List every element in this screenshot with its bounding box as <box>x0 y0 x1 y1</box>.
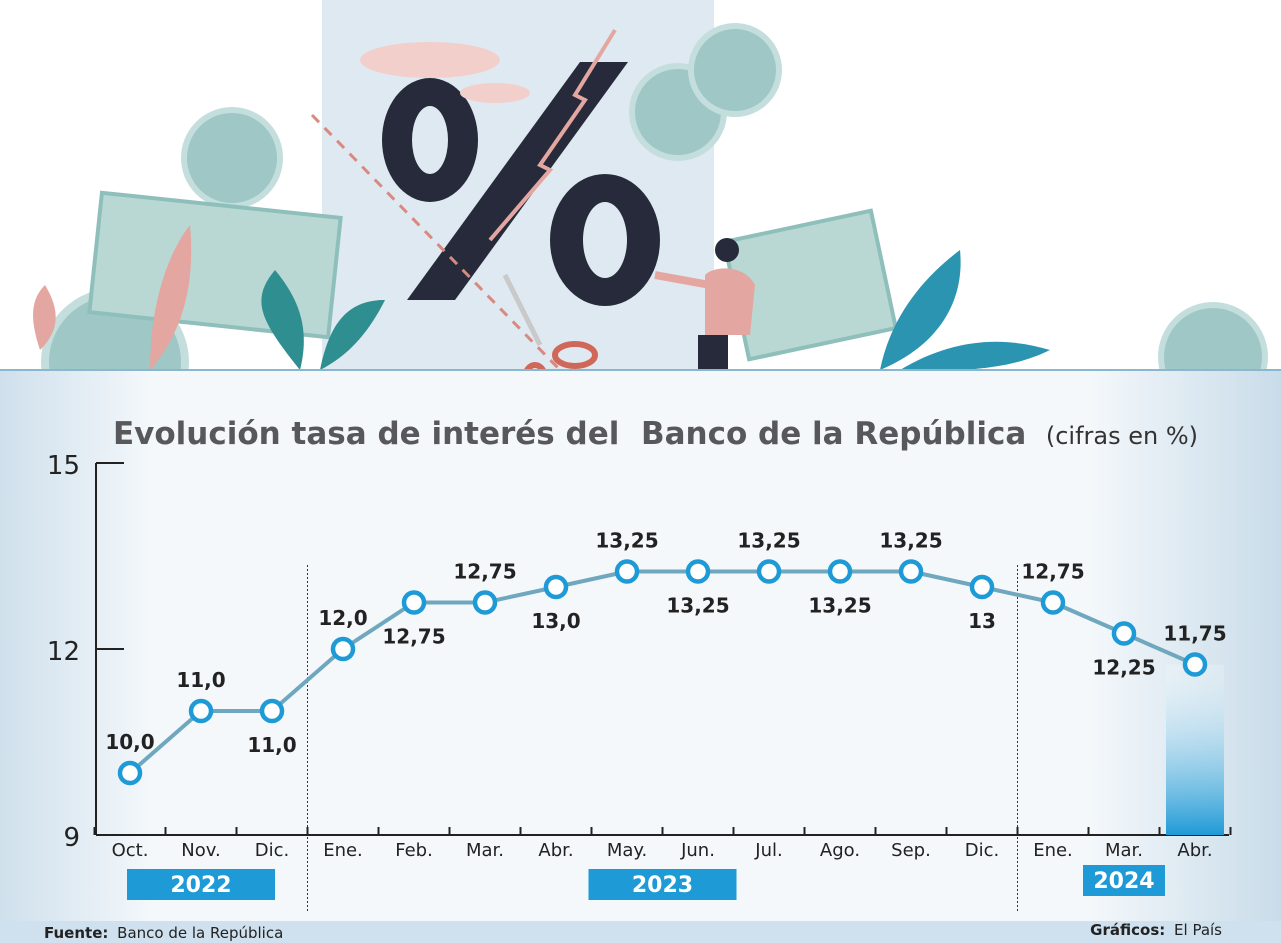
x-tick-label: May. <box>607 840 647 861</box>
data-point <box>1040 590 1066 615</box>
data-label: 13,25 <box>666 594 729 618</box>
series-points <box>117 559 1208 786</box>
series-line-layer <box>128 569 1196 775</box>
plant-icon <box>33 225 1050 371</box>
data-label: 13 <box>968 609 996 633</box>
x-tick-label: Oct. <box>112 840 149 861</box>
x-tick-label: Feb. <box>395 840 433 861</box>
data-point <box>898 559 924 584</box>
data-label: 13,25 <box>879 529 942 553</box>
data-label: 13,25 <box>595 529 658 553</box>
data-label: 11,0 <box>247 733 296 757</box>
x-tick-label: Dic. <box>255 840 289 861</box>
x-tick-label: Mar. <box>1105 840 1143 861</box>
year-box <box>588 869 737 900</box>
percent-sign-icon <box>360 42 660 306</box>
footer-source: Fuente: Banco de la República <box>44 924 283 942</box>
data-label: 13,0 <box>531 609 580 633</box>
data-point <box>259 698 285 724</box>
x-ticks: Oct. Nov. Dic. Ene. Feb. Mar. Abr. May. Jun. Jul.… <box>93 827 1232 861</box>
y-tick-label: 12 <box>47 637 80 667</box>
data-point <box>401 590 427 615</box>
data-label: 11,0 <box>176 668 225 692</box>
year-box <box>1083 865 1165 896</box>
x-tick-label: Abr. <box>1177 840 1212 861</box>
data-point <box>614 559 640 584</box>
x-tick-label: Nov. <box>181 840 220 861</box>
data-point <box>1111 621 1137 646</box>
data-point <box>117 760 143 786</box>
footer-credit: Gráficos: El País <box>1090 921 1222 939</box>
data-labels: 10,0 11,0 11,0 12,0 12,75 12,75 13,0 13,25 13,25… <box>105 529 1226 758</box>
lightning-arrow-icon <box>310 28 617 372</box>
data-point <box>472 590 498 615</box>
y-tick-label: 9 <box>63 823 80 853</box>
data-label: 12,0 <box>318 606 367 630</box>
data-label: 13,25 <box>808 594 871 618</box>
year-label: 2024 <box>1093 869 1154 894</box>
year-box <box>127 869 275 900</box>
data-point <box>685 559 711 584</box>
year-separators <box>307 565 1018 912</box>
data-point <box>188 698 214 724</box>
footer-source-value: Banco de la República <box>117 924 283 942</box>
data-point <box>969 574 995 600</box>
x-tick-label: Jul. <box>754 840 782 861</box>
data-point <box>827 559 853 584</box>
chart-subtitle: (cifras en %) <box>1046 422 1198 450</box>
data-label: 13,25 <box>737 529 800 553</box>
data-point <box>543 574 569 600</box>
x-tick-label: Ago. <box>820 840 860 861</box>
year-label: 2023 <box>632 873 693 898</box>
data-label: 12,75 <box>1021 560 1084 584</box>
year-label: 2022 <box>170 873 231 898</box>
highlight-bar <box>1166 664 1224 835</box>
y-tick-label: 15 <box>47 451 80 481</box>
data-label: 10,0 <box>105 730 154 754</box>
x-tick-label: Mar. <box>466 840 504 861</box>
x-tick-label: Ene. <box>323 840 363 861</box>
footer-source-label: Fuente: <box>44 924 108 942</box>
chart-title: Evolución tasa de interés del Banco de l… <box>113 416 1026 452</box>
x-tick-label: Sep. <box>891 840 931 861</box>
series-line <box>128 569 1196 775</box>
data-point <box>1182 652 1208 677</box>
data-label: 12,75 <box>453 560 516 584</box>
x-tick-label: Jun. <box>680 840 715 861</box>
highlight-layer <box>1166 664 1224 835</box>
x-tick-label: Abr. <box>538 840 573 861</box>
y-axis <box>95 462 124 835</box>
person-icon <box>654 238 755 370</box>
footer-bar <box>0 921 1281 943</box>
footer-credit-value: El País <box>1174 921 1222 939</box>
data-point <box>330 636 356 662</box>
year-boxes: 2022 2023 2024 <box>127 865 1165 900</box>
chart-background <box>0 370 1281 943</box>
x-tick-label: Dic. <box>965 840 999 861</box>
data-point <box>756 559 782 584</box>
data-label: 12,75 <box>382 625 445 649</box>
footer-credit-label: Gráficos: <box>1090 921 1165 939</box>
data-label: 12,25 <box>1092 656 1155 680</box>
header-illustration <box>33 0 1268 436</box>
data-label: 11,75 <box>1163 622 1226 646</box>
x-tick-label: Ene. <box>1033 840 1073 861</box>
